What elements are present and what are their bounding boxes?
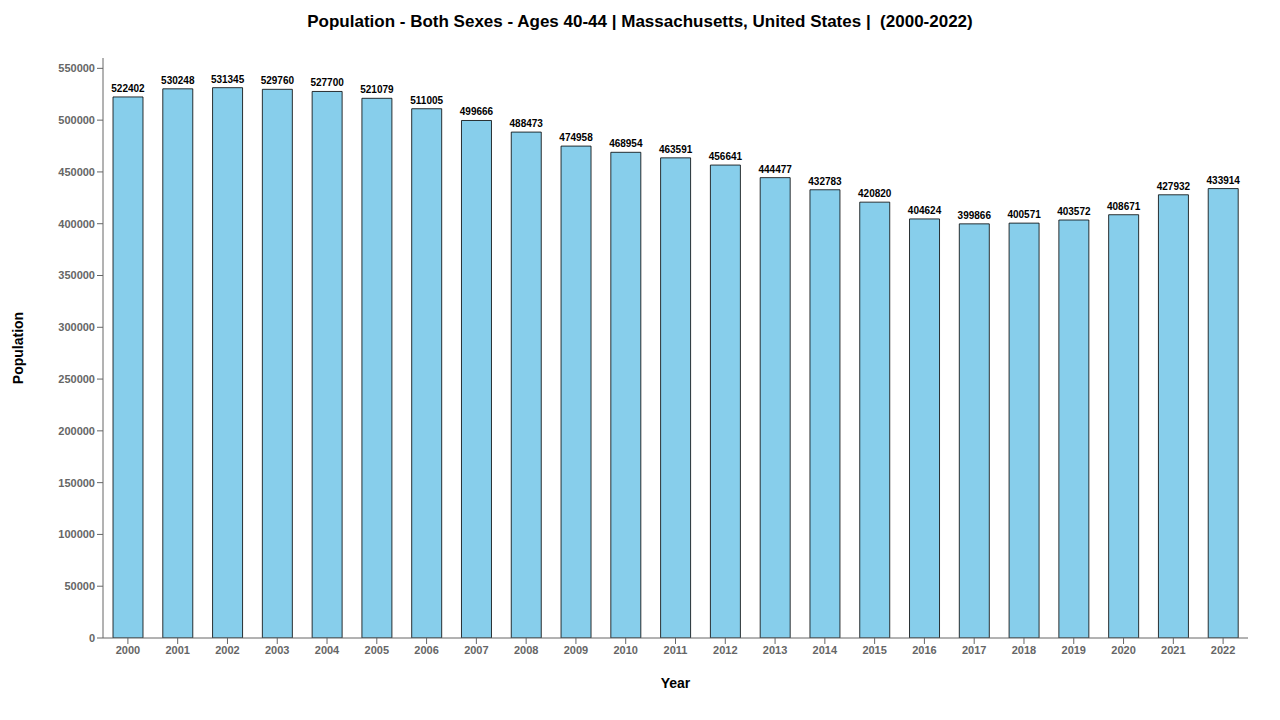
svg-text:400571: 400571 <box>1007 209 1041 220</box>
svg-text:403572: 403572 <box>1057 206 1091 217</box>
svg-text:427932: 427932 <box>1157 181 1191 192</box>
svg-text:2002: 2002 <box>215 644 239 656</box>
svg-text:527700: 527700 <box>310 77 344 88</box>
svg-text:2022: 2022 <box>1211 644 1235 656</box>
svg-text:2009: 2009 <box>564 644 588 656</box>
svg-text:529760: 529760 <box>261 75 295 86</box>
svg-text:499666: 499666 <box>460 106 494 117</box>
svg-text:Year: Year <box>661 675 691 691</box>
svg-text:550000: 550000 <box>58 62 95 74</box>
svg-text:450000: 450000 <box>58 166 95 178</box>
svg-text:2008: 2008 <box>514 644 538 656</box>
svg-text:300000: 300000 <box>58 321 95 333</box>
svg-text:2019: 2019 <box>1062 644 1086 656</box>
svg-text:100000: 100000 <box>58 528 95 540</box>
svg-text:433914: 433914 <box>1207 175 1241 186</box>
svg-text:432783: 432783 <box>808 176 842 187</box>
svg-text:150000: 150000 <box>58 477 95 489</box>
svg-text:2010: 2010 <box>613 644 637 656</box>
svg-text:531345: 531345 <box>211 74 245 85</box>
svg-text:2020: 2020 <box>1111 644 1135 656</box>
svg-text:0: 0 <box>89 632 95 644</box>
svg-text:2005: 2005 <box>365 644 389 656</box>
svg-text:2016: 2016 <box>912 644 936 656</box>
svg-text:511005: 511005 <box>410 95 443 106</box>
svg-text:2014: 2014 <box>813 644 838 656</box>
svg-text:474958: 474958 <box>559 132 593 143</box>
svg-text:2004: 2004 <box>315 644 340 656</box>
svg-text:463591: 463591 <box>659 144 693 155</box>
svg-text:399866: 399866 <box>958 210 992 221</box>
svg-text:50000: 50000 <box>64 580 95 592</box>
svg-text:408671: 408671 <box>1107 201 1141 212</box>
svg-text:200000: 200000 <box>58 425 95 437</box>
svg-text:2013: 2013 <box>763 644 787 656</box>
svg-text:2015: 2015 <box>862 644 886 656</box>
svg-text:530248: 530248 <box>161 75 195 86</box>
svg-text:522402: 522402 <box>111 83 145 94</box>
svg-text:2007: 2007 <box>464 644 488 656</box>
svg-text:250000: 250000 <box>58 373 95 385</box>
svg-text:2021: 2021 <box>1161 644 1185 656</box>
svg-text:488473: 488473 <box>510 118 544 129</box>
svg-text:2003: 2003 <box>265 644 289 656</box>
svg-text:444477: 444477 <box>758 164 792 175</box>
svg-text:2018: 2018 <box>1012 644 1036 656</box>
svg-text:350000: 350000 <box>58 269 95 281</box>
svg-text:400000: 400000 <box>58 218 95 230</box>
svg-text:404624: 404624 <box>908 205 942 216</box>
svg-text:468954: 468954 <box>609 138 643 149</box>
svg-text:521079: 521079 <box>360 84 394 95</box>
svg-text:2006: 2006 <box>414 644 438 656</box>
svg-text:456641: 456641 <box>709 151 743 162</box>
html-text:Population - Both Sexes - Ages: Population - Both Sexes - Ages 40-44 | M… <box>307 12 973 31</box>
svg-text:2001: 2001 <box>165 644 189 656</box>
svg-text:420820: 420820 <box>858 188 892 199</box>
svg-text:2011: 2011 <box>664 644 688 656</box>
svg-text:2017: 2017 <box>962 644 986 656</box>
svg-text:2000: 2000 <box>116 644 140 656</box>
svg-text:2012: 2012 <box>713 644 737 656</box>
svg-text:Population: Population <box>10 312 26 384</box>
svg-text:500000: 500000 <box>58 114 95 126</box>
